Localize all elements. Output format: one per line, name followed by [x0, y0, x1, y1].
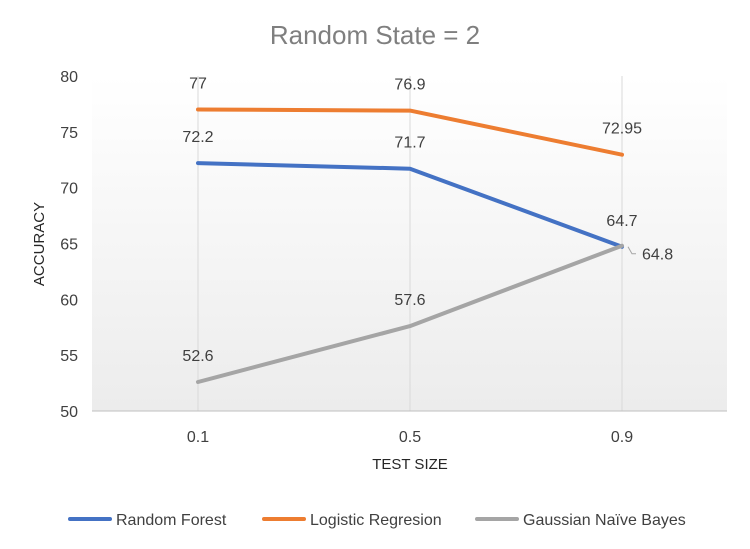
y-tick-label: 80 — [60, 69, 78, 86]
x-tick-label: 0.5 — [399, 429, 421, 446]
leader-line — [627, 246, 636, 255]
data-label: 64.7 — [606, 213, 637, 230]
y-tick-label: 55 — [60, 348, 78, 365]
axes: 50 55 60 65 70 75 80 0.1 0.5 0.9 — [60, 69, 727, 446]
data-label: 71.7 — [394, 135, 425, 152]
data-label: 64.8 — [642, 247, 673, 264]
series-line-2 — [196, 107, 624, 157]
chart-title: Random State = 2 — [270, 20, 480, 50]
data-label: 77 — [189, 76, 207, 93]
legend-label-2: Logistic Regresion — [310, 512, 442, 529]
y-tick-label: 70 — [60, 181, 78, 198]
x-tick-label: 0.9 — [611, 429, 633, 446]
y-tick-label: 65 — [60, 237, 78, 254]
data-label: 72.95 — [602, 121, 642, 138]
x-tick-label: 0.1 — [187, 429, 209, 446]
legend-label-1: Random Forest — [116, 512, 227, 529]
y-tick-label: 50 — [60, 404, 78, 421]
data-label: 72.2 — [182, 129, 213, 146]
series-line-3 — [196, 243, 624, 384]
y-tick-label: 60 — [60, 292, 78, 309]
data-label: 52.6 — [182, 348, 213, 365]
series-line-1 — [196, 161, 624, 249]
x-axis-title: TEST SIZE — [372, 456, 448, 473]
data-label: 57.6 — [394, 292, 425, 309]
y-tick-label: 75 — [60, 125, 78, 142]
series-lines — [196, 107, 624, 384]
data-label: 76.9 — [394, 77, 425, 94]
data-labels: 72.2 71.7 64.7 77 76.9 72.95 52.6 57.6 64.8 — [182, 76, 673, 365]
y-axis-title: ACCURACY — [31, 202, 48, 286]
legend: Random Forest Logistic Regresion Gaussian … — [68, 512, 686, 529]
grid-lines — [197, 76, 623, 411]
legend-label-3: Gaussian Naïve Bayes — [523, 512, 686, 529]
